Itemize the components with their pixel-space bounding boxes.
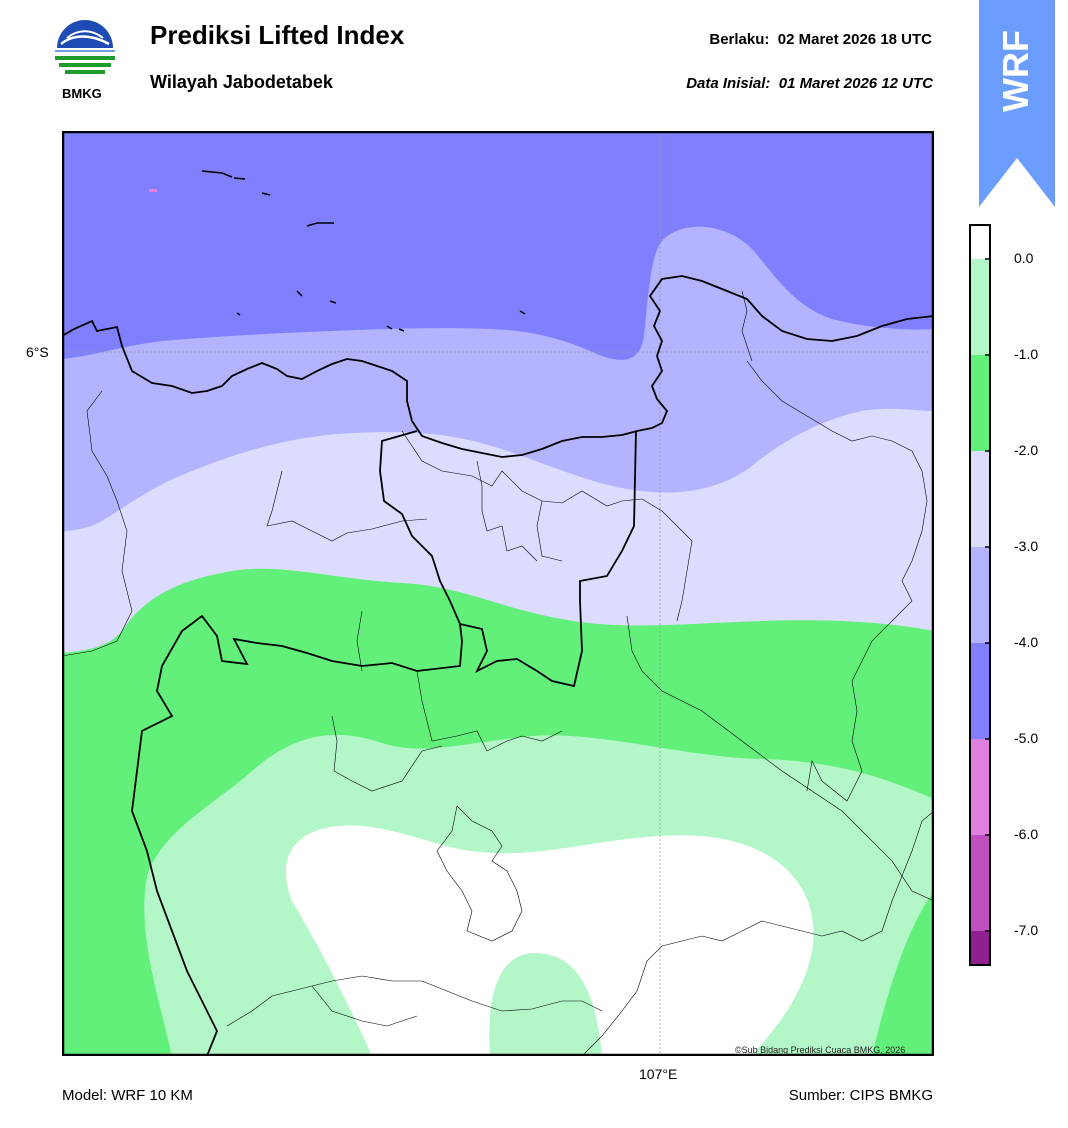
colorbar-segment xyxy=(969,224,991,259)
colorbar-frame xyxy=(969,224,991,966)
coastline xyxy=(62,275,934,458)
map-title: Prediksi Lifted Index xyxy=(150,20,405,50)
colorbar-tick-label: -7.0 xyxy=(1014,922,1039,938)
init-time: Data Inisial: 01 Maret 2026 12 UTC xyxy=(686,75,933,92)
colorbar-segment xyxy=(969,835,991,931)
init-label: Data Inisial: xyxy=(686,75,771,92)
colorbar-segments xyxy=(969,224,991,966)
field-green-se xyxy=(872,891,934,1056)
regency-boundaries xyxy=(62,290,934,1056)
colorbar-segment xyxy=(969,931,991,966)
valid-time: Berlaku: 02 Maret 2026 18 UTC xyxy=(709,31,932,48)
thousand-islands xyxy=(201,170,526,332)
field-purple xyxy=(62,131,934,360)
province-border xyxy=(379,430,637,688)
source-label: Sumber: CIPS BMKG xyxy=(788,1087,933,1104)
wrf-badge-shape xyxy=(979,0,1055,207)
colorbar-segment xyxy=(969,355,991,451)
colorbar-segment xyxy=(969,739,991,835)
valid-label: Berlaku: xyxy=(709,31,770,48)
field-white xyxy=(285,825,814,1056)
wrf-badge xyxy=(979,0,1055,207)
latitude-label: 6°S xyxy=(26,344,49,360)
colorbar-tick-label: 0.0 xyxy=(1014,250,1034,266)
province-border-west xyxy=(161,614,463,672)
colorbar-segment xyxy=(969,643,991,739)
field-pink-speck xyxy=(149,189,157,192)
colorbar-tick-label: -6.0 xyxy=(1014,826,1039,842)
colorbar-tick-label: -3.0 xyxy=(1014,538,1039,554)
wrf-badge-text: WRF xyxy=(995,30,1036,113)
map-frame xyxy=(62,131,934,1056)
colorbar-tick-label: -4.0 xyxy=(1014,634,1039,650)
colorbar-tick-label: -2.0 xyxy=(1014,442,1039,458)
colorbar xyxy=(969,224,991,966)
colorbar-segment xyxy=(969,547,991,643)
map-credit: ©Sub Bidang Prediksi Cuaca BMKG, 2026 xyxy=(735,1045,906,1055)
model-label: Model: WRF 10 KM xyxy=(62,1087,193,1104)
province-border-south xyxy=(131,665,218,1056)
colorbar-tick-label: -1.0 xyxy=(1014,346,1039,362)
colorbar-segment xyxy=(969,259,991,355)
init-value: 01 Maret 2026 12 UTC xyxy=(778,75,933,92)
bmkg-logo-icon xyxy=(55,20,115,74)
colorbar-tick-label: -5.0 xyxy=(1014,730,1039,746)
colorbar-segment xyxy=(969,451,991,547)
longitude-label: 107°E xyxy=(639,1066,678,1082)
valid-value: 02 Maret 2026 18 UTC xyxy=(777,31,932,48)
lifted-index-map xyxy=(62,131,934,1056)
map-subtitle: Wilayah Jabodetabek xyxy=(150,72,333,92)
logo-text: BMKG xyxy=(62,86,102,101)
